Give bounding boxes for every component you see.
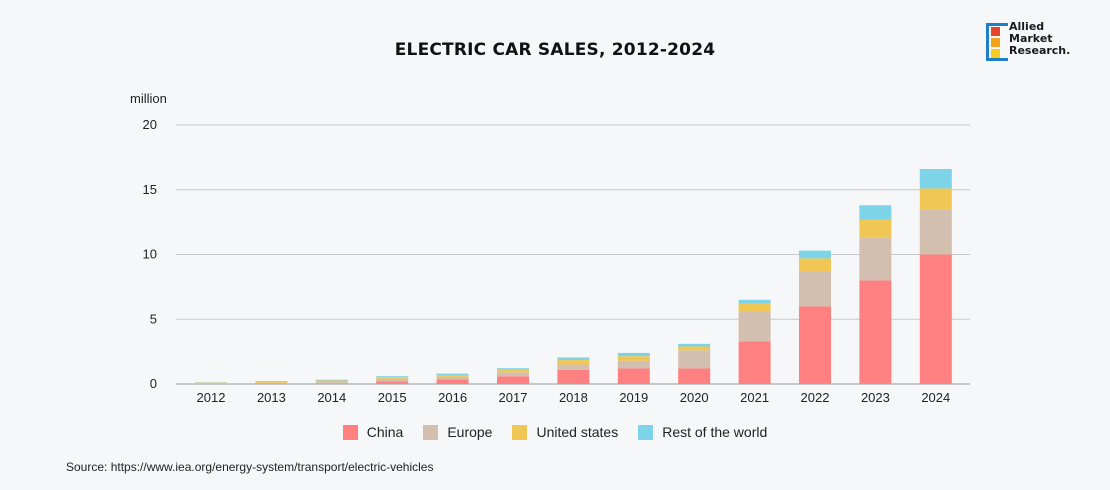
bar-2024-europe	[919, 209, 952, 255]
bar-2024-rest-of-the-world	[919, 169, 952, 189]
bar-2015-china	[376, 381, 409, 384]
x-tick-label-2015: 2015	[378, 390, 407, 405]
bar-2021-united-states	[738, 303, 771, 312]
bar-2022-europe	[799, 271, 831, 307]
y-tick-label-10: 10	[143, 247, 157, 262]
chart-title: ELECTRIC CAR SALES, 2012-2024	[394, 40, 716, 60]
logo-orange-square-icon	[991, 38, 1000, 47]
bar-2022-united-states	[799, 258, 831, 272]
x-tick-label-2022: 2022	[801, 390, 830, 405]
bar-2019-china	[617, 368, 650, 384]
x-tick-label-2012: 2012	[197, 390, 226, 405]
legend-label-united-states: United states	[536, 424, 619, 440]
bar-2020-united-states	[678, 346, 711, 351]
bar-2016-china	[436, 379, 469, 384]
bar-2022-china	[799, 306, 831, 384]
legend-swatch-china	[342, 424, 358, 440]
x-tick-label-2024: 2024	[921, 390, 950, 405]
bar-2018-united-states	[557, 360, 590, 365]
bar-2021-china	[738, 341, 771, 384]
bar-2023-europe	[859, 237, 892, 281]
bar-2012-united-states	[195, 382, 227, 384]
bar-2018-europe	[557, 364, 590, 370]
y-tick-label-0: 0	[150, 376, 157, 391]
bar-2018-rest-of-the-world	[557, 357, 590, 361]
bar-2022-rest-of-the-world	[799, 250, 831, 259]
bar-2014-china	[315, 383, 348, 384]
x-tick-label-2013: 2013	[257, 390, 286, 405]
legend-label-china: China	[366, 424, 404, 440]
bar-2019-europe	[617, 360, 650, 369]
source-note: Source: https://www.iea.org/energy-syste…	[66, 460, 434, 474]
bar-2017-china	[497, 376, 529, 384]
bar-2020-rest-of-the-world	[678, 343, 711, 347]
legend-label-rest-of-world: Rest of the world	[662, 424, 768, 440]
logo-yellow-square-icon	[991, 49, 1000, 58]
bar-2015-rest-of-the-world	[376, 376, 409, 378]
x-tick-label-2017: 2017	[499, 390, 528, 405]
x-tick-label-2019: 2019	[619, 390, 648, 405]
bar-2016-rest-of-the-world	[436, 373, 469, 375]
legend-item-china: China	[342, 424, 404, 440]
bar-2014-europe	[315, 382, 348, 384]
legend-swatch-united-states	[512, 424, 528, 440]
bar-2017-europe	[497, 372, 529, 377]
bar-2021-rest-of-the-world	[738, 299, 771, 304]
bar-2023-rest-of-the-world	[859, 205, 892, 220]
bar-2018-china	[557, 369, 590, 384]
y-axis-unit-label: million	[130, 91, 167, 106]
y-tick-label-5: 5	[150, 311, 157, 326]
x-tick-label-2014: 2014	[317, 390, 346, 405]
bar-2024-united-states	[919, 188, 952, 210]
logo-frame-icon	[986, 23, 1008, 61]
bar-2013-rest-of-the-world	[255, 381, 288, 382]
legend-label-europe: Europe	[447, 424, 493, 440]
bar-2024-china	[919, 254, 952, 384]
y-tick-label-15: 15	[143, 182, 157, 197]
x-tick-label-2016: 2016	[438, 390, 467, 405]
legend-swatch-rest-of-world	[638, 424, 654, 440]
bar-2017-united-states	[497, 369, 529, 373]
bar-2013-europe	[255, 382, 288, 384]
bar-2014-rest-of-the-world	[315, 379, 348, 381]
logo-red-square-icon	[991, 27, 1000, 36]
bar-2020-china	[678, 368, 711, 384]
bar-2019-united-states	[617, 356, 650, 361]
x-tick-label-2018: 2018	[559, 390, 588, 405]
legend-item-rest-of-world: Rest of the world	[638, 424, 767, 440]
x-tick-label-2023: 2023	[861, 390, 890, 405]
bar-2021-europe	[738, 311, 771, 342]
bar-2013-united-states	[255, 381, 288, 383]
bar-2019-rest-of-the-world	[617, 352, 650, 357]
y-tick-label-20: 20	[143, 117, 157, 132]
bar-2016-europe	[436, 376, 469, 380]
legend-item-united-states: United states	[512, 424, 618, 440]
bar-2020-europe	[678, 350, 711, 369]
bar-2014-united-states	[315, 380, 348, 383]
bar-2012-europe	[195, 383, 227, 384]
bar-2023-china	[859, 280, 892, 384]
bar-2015-united-states	[376, 377, 409, 379]
bar-2023-united-states	[859, 219, 892, 238]
bar-2016-united-states	[436, 374, 469, 377]
legend-item-europe: Europe	[423, 424, 492, 440]
x-tick-label-2020: 2020	[680, 390, 709, 405]
chart-legend: China Europe United states Rest of the w…	[0, 424, 1110, 440]
legend-swatch-europe	[423, 424, 439, 440]
bar-2017-rest-of-the-world	[497, 368, 529, 370]
allied-market-research-logo: Allied Market Research.	[986, 20, 1078, 68]
bar-2015-europe	[376, 378, 409, 382]
x-tick-label-2021: 2021	[740, 390, 769, 405]
logo-text: Allied Market Research.	[1009, 20, 1071, 57]
